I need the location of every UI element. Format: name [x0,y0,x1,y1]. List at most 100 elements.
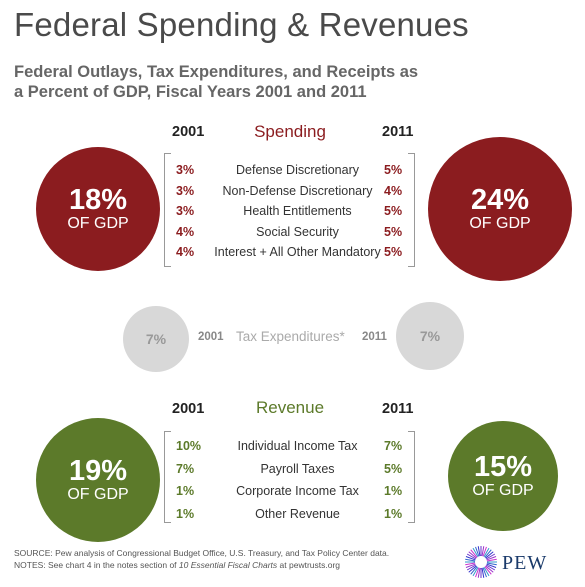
logo-ray [485,553,496,560]
logo-ray [485,551,494,559]
logo-ray [475,567,480,578]
spending-value-2001: 4% [176,224,195,239]
revenue-2011-unit: OF GDP [472,481,534,499]
spending-value-2011: 5% [384,163,403,177]
logo-ray [484,566,492,575]
logo-ray [482,546,487,557]
tax-2011-circle: 7% [396,302,464,370]
spending-value-2001: 3% [176,204,195,218]
tax-2001-circle: 7% [123,306,189,372]
revenue-category: Payroll Taxes [260,461,335,476]
spending-2001-circle: 18% OF GDP [36,147,160,271]
revenue-value-2011: 7% [384,439,403,453]
revenue-2001-total: 19% [68,454,128,487]
revenue-2001-circle: 19% OF GDP [36,418,160,542]
logo-ray [486,558,497,562]
revenue-year-2011: 2011 [382,401,414,417]
spending-value-2001: 3% [176,183,195,198]
logo-ray [465,556,476,561]
page-title: Federal Spending & Revenues [14,6,469,43]
spending-section-label: Spending [254,122,326,141]
revenue-value-2011: 1% [384,506,403,521]
spending-value-2011: 5% [384,204,403,218]
logo-ray [477,546,481,557]
revenue-right-bracket [408,431,415,523]
logo-ray [482,567,487,578]
logo-ray [481,546,485,557]
logo-ray [466,564,477,571]
spending-year-2001: 2001 [172,124,205,140]
logo-ray [475,546,480,557]
spending-category: Defense Discretionary [236,163,359,177]
logo-ray [486,563,497,568]
footer-source: SOURCE: Pew analysis of Congressional Bu… [14,548,390,558]
spending-value-2011: 5% [384,245,403,259]
logo-ray [472,547,479,558]
spending-category: Interest + All Other Mandatory [214,245,381,259]
revenue-year-2001: 2001 [172,401,205,417]
logo-ray [486,562,497,566]
footer-notes-suffix: at pewtrusts.org [277,560,341,570]
logo-ray [485,565,494,573]
logo-ray [466,553,477,560]
logo-ray [472,566,479,577]
spending-category: Non-Defense Discretionary [222,183,373,198]
spending-right-bracket [408,153,415,267]
footer-notes-title: 10 Essential Fiscal Charts [178,560,278,570]
revenue-value-2001: 7% [176,461,195,476]
spending-value-2011: 5% [384,224,403,239]
revenue-2011-circle: 15% OF GDP [448,421,558,531]
revenue-value-2011: 1% [384,484,403,498]
tax-year-2001: 2001 [198,331,224,343]
logo-ray [468,565,477,573]
spending-2011-circle: 24% OF GDP [428,137,572,281]
revenue-category: Corporate Income Tax [236,484,359,498]
spending-value-2011: 4% [384,183,403,198]
revenue-category: Individual Income Tax [237,439,358,453]
footer-notes: NOTES: See chart 4 in the notes section … [14,559,454,571]
tax-2001-value: 7% [145,330,167,347]
logo-ray [481,567,485,578]
page-subtitle: Federal Outlays, Tax Expenditures, and R… [14,62,418,102]
logo-ray [477,567,481,578]
revenue-value-2001: 1% [176,484,195,498]
footer-notes-prefix: NOTES: See chart 4 in the notes section … [14,560,179,570]
logo-ray [483,547,490,558]
logo-ray [484,549,492,558]
logo-ray [486,556,497,561]
logo-ray [465,563,476,568]
revenue-2011-total: 15% [473,450,533,483]
logo-ray [465,558,476,562]
logo-ray [465,562,476,566]
logo-ray [468,551,477,559]
revenue-2001-unit: OF GDP [67,485,129,503]
spending-value-2001: 4% [176,245,195,259]
tax-2011-value: 7% [419,327,441,344]
subtitle-line-1: Federal Outlays, Tax Expenditures, and R… [14,63,419,81]
tax-expenditures-label: Tax Expenditures* [236,329,345,344]
revenue-value-2001: 10% [176,439,202,453]
spending-left-bracket [164,153,171,267]
pew-logo-icon [464,545,498,579]
spending-category: Social Security [256,224,339,239]
pew-logo-text: PEW [502,552,548,574]
spending-2001-total: 18% [68,183,128,216]
spending-category: Health Entitlements [243,204,352,218]
tax-year-2011: 2011 [362,331,387,343]
spending-2001-unit: OF GDP [67,214,129,232]
revenue-left-bracket [164,431,171,523]
logo-ray [483,566,490,577]
spending-2011-total: 24% [470,183,530,216]
spending-year-2011: 2011 [382,124,414,140]
logo-ray [470,566,478,575]
spending-value-2001: 3% [176,163,195,177]
revenue-section-label: Revenue [255,398,325,417]
footer: SOURCE: Pew analysis of Congressional Bu… [14,547,454,571]
spending-2011-unit: OF GDP [469,214,531,232]
logo-ray [470,549,478,558]
revenue-value-2011: 5% [384,461,403,476]
revenue-value-2001: 1% [176,506,195,521]
revenue-category: Other Revenue [255,506,340,521]
logo-ray [485,564,496,571]
subtitle-line-2: a Percent of GDP, Fiscal Years 2001 and … [14,83,367,101]
